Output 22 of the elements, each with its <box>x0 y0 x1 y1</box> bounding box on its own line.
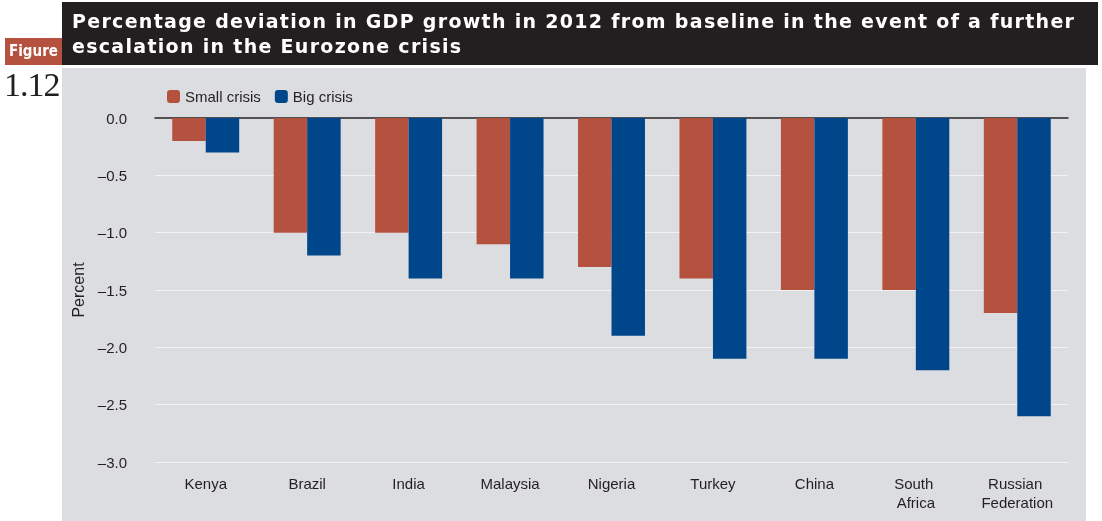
text: Figure <box>5 38 62 65</box>
x-tick-label: India <box>392 475 426 492</box>
chart-title: Percentage deviation in GDP growth in 2012 from baseline in the event of a further escalation in the Eurozone crisis <box>62 2 1098 65</box>
text: 1.12 <box>4 66 60 104</box>
y-tick-label: –2.5 <box>97 396 127 414</box>
x-tick-label: Brazil <box>288 475 326 492</box>
x-tick-label: China <box>794 475 835 492</box>
y-tick-label: –2.0 <box>97 338 127 356</box>
x-tick-label: Turkey <box>690 475 737 492</box>
y-tick-label: –1.0 <box>97 224 127 242</box>
x-tick-label: Nigeria <box>587 475 636 492</box>
x-tick-label: Russian Federation <box>981 475 1054 511</box>
legend-label: Small crisis <box>185 88 261 105</box>
y-tick-label: 0.0 <box>106 109 127 127</box>
x-tick-label: Kenya <box>184 475 228 492</box>
legend-label: Big crisis <box>292 88 353 105</box>
x-tick-label: South Africa <box>894 475 938 511</box>
y-tick-label: –1.5 <box>97 281 127 299</box>
y-tick-label: –3.0 <box>97 453 127 471</box>
y-tick-label: –0.5 <box>97 166 127 184</box>
y-axis-title: Percent <box>70 261 88 318</box>
x-tick-label: Malaysia <box>480 475 541 492</box>
